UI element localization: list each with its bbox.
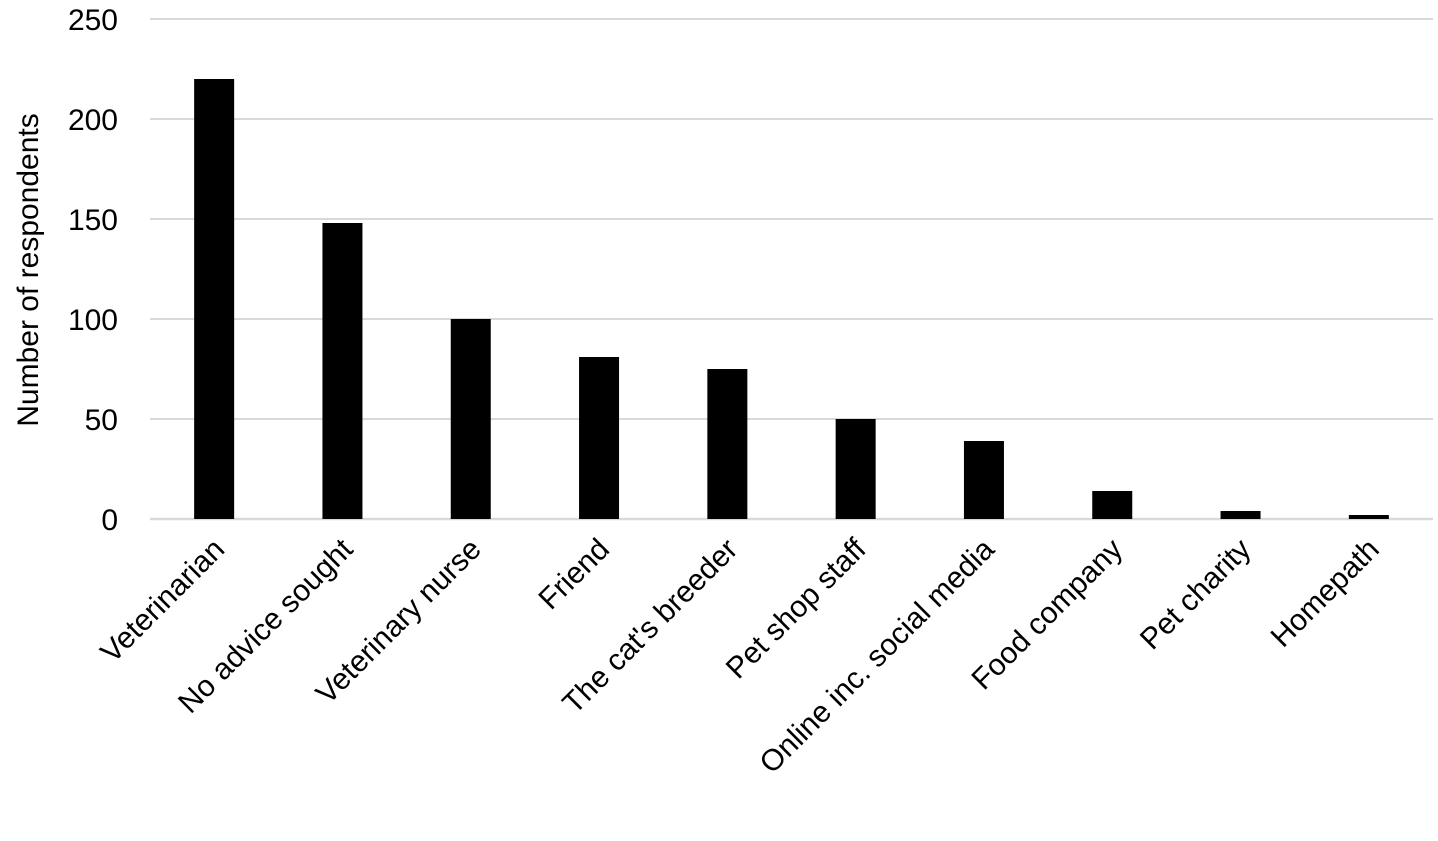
gridlines <box>150 18 1433 521</box>
y-tick-labels: 0 50 100 150 200 250 <box>68 4 118 537</box>
x-tick-label: Friend <box>533 533 616 616</box>
bar <box>707 369 748 519</box>
y-tick-label: 250 <box>68 4 118 37</box>
x-tick-label: Pet charity <box>1134 533 1258 657</box>
y-tick-label: 50 <box>85 404 118 437</box>
y-tick-label: 0 <box>101 504 118 537</box>
x-tick-label: Homepath <box>1265 533 1386 654</box>
y-axis-label: Number of respondents <box>12 113 45 427</box>
y-tick-label: 150 <box>68 204 118 237</box>
bar <box>450 319 491 519</box>
y-tick-label: 200 <box>68 104 118 137</box>
bar <box>579 357 620 519</box>
bar <box>194 79 235 519</box>
bars <box>194 79 1389 519</box>
bar <box>963 441 1004 519</box>
bar <box>1348 515 1389 519</box>
bar <box>835 419 876 519</box>
x-tick-label: Online inc. social media <box>754 532 1002 780</box>
y-tick-label: 100 <box>68 304 118 337</box>
bar <box>322 223 363 519</box>
x-tick-label: Veterinarian <box>95 533 232 670</box>
bar <box>1220 511 1261 519</box>
bar <box>1092 491 1133 519</box>
